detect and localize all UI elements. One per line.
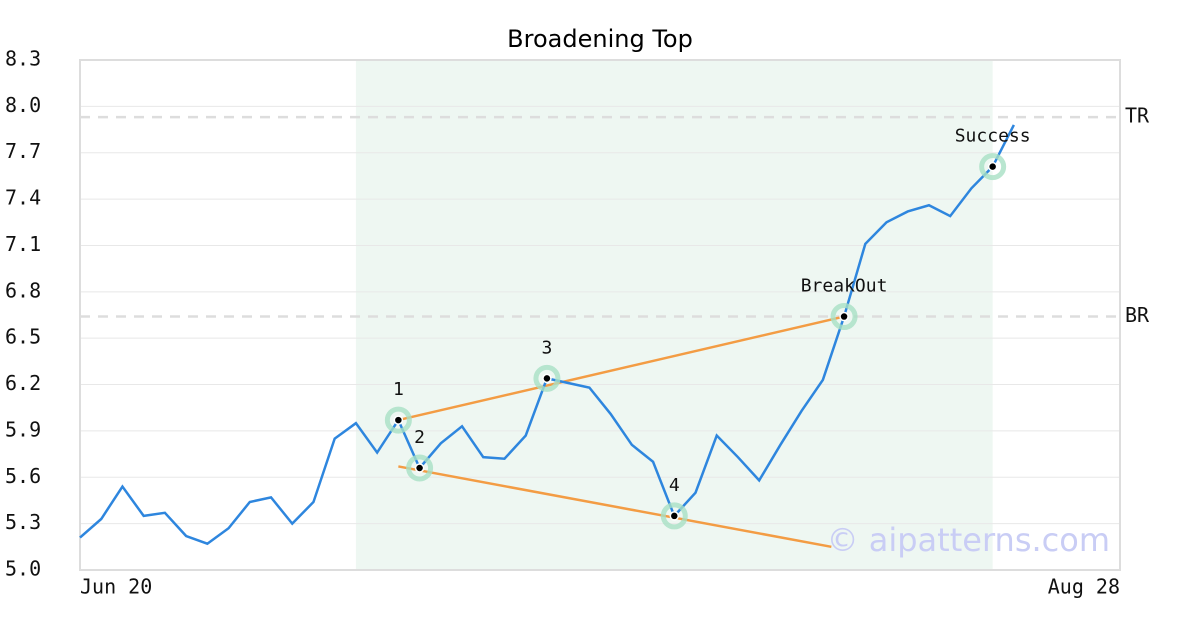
point-label: Success — [955, 126, 1031, 147]
y-tick-label: 5.6 — [5, 464, 41, 488]
x-tick-label: Aug 28 — [1048, 575, 1120, 599]
level-label: TR — [1125, 104, 1150, 128]
y-tick-label: 8.0 — [5, 93, 41, 117]
y-tick-label: 8.3 — [5, 47, 41, 71]
y-tick-label: 5.3 — [5, 510, 41, 534]
point-halo — [406, 454, 434, 482]
y-tick-label: 6.8 — [5, 278, 41, 302]
point-halo — [979, 153, 1007, 181]
point-halo — [660, 502, 688, 530]
point-halo — [533, 364, 561, 392]
point-dot — [839, 311, 849, 322]
y-tick-label: 6.2 — [5, 371, 41, 395]
point-label: 3 — [542, 337, 553, 358]
y-tick-label: 6.5 — [5, 325, 41, 349]
point-dot — [669, 511, 680, 521]
point-dot — [987, 161, 998, 172]
point-label: 1 — [393, 379, 404, 400]
y-tick-label: 5.9 — [5, 417, 41, 441]
point-dot — [414, 463, 425, 473]
point-label: 4 — [669, 475, 680, 496]
y-tick-label: 7.1 — [5, 232, 41, 256]
plot-border — [79, 59, 1121, 571]
y-tick-label: 7.7 — [5, 139, 41, 163]
point-label: 2 — [414, 427, 425, 448]
y-tick-label: 7.4 — [5, 186, 41, 210]
point-halo — [384, 406, 412, 434]
pattern-region — [355, 60, 993, 570]
point-label: BreakOut — [801, 276, 888, 297]
y-tick-label: 5.0 — [5, 557, 41, 581]
level-label: BR — [1125, 303, 1150, 327]
trend-line — [398, 315, 845, 422]
point-dot — [542, 373, 552, 384]
chart-title: Broadening Top — [507, 25, 693, 53]
point-dot — [393, 415, 404, 425]
watermark: © aipatterns.com — [827, 521, 1110, 559]
point-halo — [830, 303, 858, 331]
x-tick-label: Jun 20 — [80, 575, 152, 599]
trend-line — [398, 465, 832, 549]
